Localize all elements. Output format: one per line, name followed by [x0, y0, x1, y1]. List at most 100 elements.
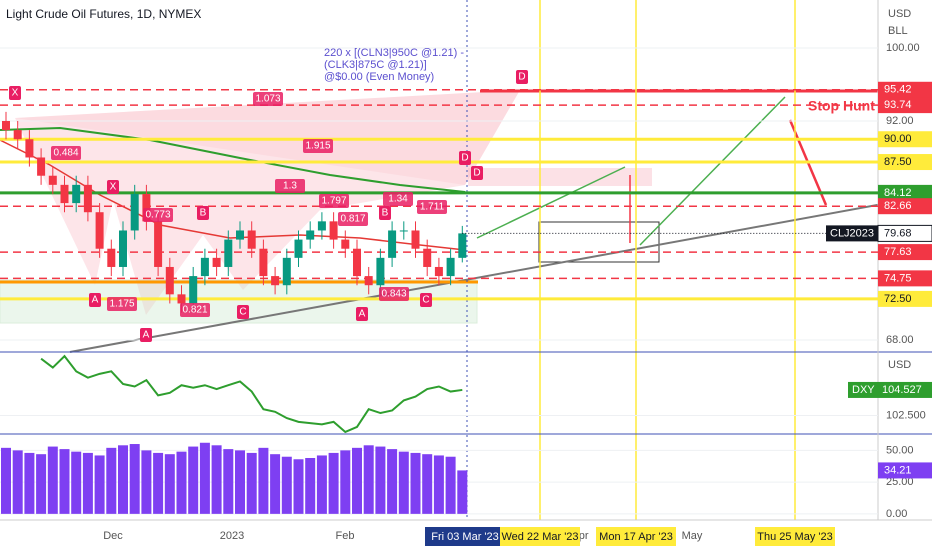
- fib-badge: [379, 287, 409, 301]
- note-text: @$0.00 (Even Money): [324, 71, 434, 83]
- candle-body: [25, 139, 34, 158]
- bar: [199, 442, 210, 514]
- pattern-shade: [15, 90, 520, 315]
- y-tick-label: 50.00: [886, 444, 914, 456]
- y-tick-label: 102.500: [886, 409, 926, 421]
- bar: [363, 445, 374, 514]
- level-label: 95.42: [884, 84, 912, 96]
- date-label: Mon 17 Apr '23: [599, 531, 673, 543]
- level-badge: [878, 154, 932, 171]
- bar: [445, 456, 456, 514]
- candle-body: [48, 175, 57, 185]
- fib-label: 0.484: [53, 148, 78, 159]
- bar: [47, 446, 58, 514]
- pattern-badge: [140, 328, 152, 342]
- level-badge: [878, 97, 932, 114]
- pattern-badge: [356, 307, 368, 321]
- candle-body: [247, 230, 256, 249]
- bar: [12, 450, 23, 514]
- bar: [293, 459, 304, 514]
- candle-body: [119, 230, 127, 267]
- box: [538, 221, 660, 263]
- drawings: [0, 0, 932, 521]
- pattern-label: A: [359, 309, 366, 320]
- chart-title: Light Crude Oil Futures, 1D, NYMEX: [6, 7, 201, 21]
- candle-body: [13, 130, 22, 140]
- candle-body: [95, 212, 104, 249]
- bar: [281, 456, 292, 514]
- fib-label: 1.073: [255, 94, 280, 105]
- candle-body: [236, 230, 244, 240]
- candle-body: [399, 230, 408, 232]
- fib-label: 1.797: [321, 196, 346, 207]
- last-badge: [878, 462, 932, 479]
- fib-label: 0.773: [145, 210, 170, 221]
- arrow: [639, 96, 786, 246]
- candle-body: [353, 248, 361, 277]
- bar: [94, 455, 105, 514]
- moving-average: [0, 139, 466, 251]
- bar: [352, 447, 362, 514]
- bar: [59, 449, 70, 514]
- pattern-label: D: [518, 72, 525, 83]
- x-tick-label: Feb: [336, 530, 355, 542]
- name-badge: [848, 381, 878, 398]
- date-label: Thu 25 May '23: [757, 531, 832, 543]
- fib-badge: [338, 212, 368, 226]
- level-label: 90.00: [884, 133, 912, 145]
- bar: [422, 454, 433, 514]
- fib-label: 1.34: [388, 194, 408, 205]
- zone: [468, 168, 652, 186]
- candle-body: [200, 257, 209, 277]
- fib-badge: [180, 303, 210, 317]
- candle-body: [411, 230, 420, 249]
- candle-body: [306, 230, 315, 240]
- candle-body: [224, 239, 233, 267]
- bar: [223, 449, 234, 514]
- candle-body: [376, 257, 385, 286]
- level-label: 93.74: [884, 99, 912, 111]
- pattern-badge: [237, 305, 249, 319]
- pattern-label: C: [239, 307, 246, 318]
- currency: USD: [888, 359, 911, 371]
- candle-body: [317, 221, 326, 231]
- moving-average: [0, 126, 466, 193]
- bar: [235, 450, 245, 514]
- trendline: [69, 194, 932, 353]
- pattern-badge: [471, 166, 483, 180]
- pattern-badge: [516, 70, 528, 84]
- date-badge: [755, 527, 835, 546]
- fib-label: 0.821: [182, 305, 207, 316]
- candle-body: [107, 248, 116, 267]
- fib-label: 1.3: [283, 181, 297, 192]
- candle-body: [341, 239, 350, 249]
- candle-body: [458, 233, 467, 258]
- level-badge: [878, 184, 932, 201]
- bar: [71, 451, 82, 514]
- last-badge: [877, 224, 932, 242]
- bar: [270, 454, 281, 514]
- bar: [410, 452, 421, 514]
- fib-badge: [319, 194, 349, 208]
- pattern-badge: [89, 293, 101, 307]
- bar: [433, 455, 444, 514]
- level-label: 72.50: [884, 293, 912, 305]
- level-label: 82.66: [884, 200, 912, 212]
- candle-body: [142, 193, 151, 222]
- symbol-label: CLJ2023: [830, 227, 874, 239]
- bar: [153, 452, 164, 514]
- pattern-label: B: [382, 208, 389, 219]
- bar: [106, 447, 117, 514]
- candle-body: [282, 257, 291, 286]
- date-label: Wed 22 Mar '23: [501, 531, 578, 543]
- bar: [246, 452, 257, 514]
- dxy-line: [40, 354, 463, 434]
- currency: USD: [888, 8, 911, 20]
- bar: [36, 454, 47, 514]
- candle-body: [154, 221, 163, 267]
- bar: [1, 447, 11, 514]
- date-badge: [596, 527, 676, 546]
- x-tick-label: May: [682, 530, 703, 542]
